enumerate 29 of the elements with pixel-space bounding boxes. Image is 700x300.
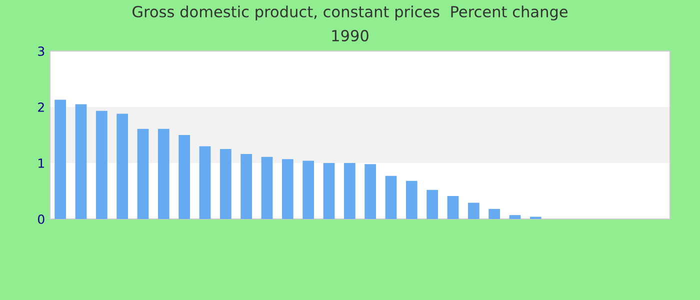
bar — [54, 100, 66, 219]
y-tick-label: 0 — [38, 214, 44, 224]
bar — [323, 163, 335, 219]
bar — [509, 215, 521, 219]
bar — [385, 176, 397, 219]
bar — [178, 135, 190, 219]
bar — [488, 208, 500, 219]
bar — [240, 154, 252, 219]
bar — [282, 159, 294, 219]
bar — [220, 149, 232, 219]
bar — [406, 180, 418, 219]
bar — [199, 146, 211, 219]
bar — [364, 164, 376, 219]
bar — [75, 104, 87, 219]
bar — [344, 163, 356, 219]
bar — [261, 156, 273, 219]
bar — [116, 114, 128, 219]
y-tick-label: 3 — [38, 46, 44, 56]
bar — [426, 190, 438, 219]
bar — [137, 128, 149, 219]
bar — [468, 202, 480, 219]
bar — [96, 110, 108, 219]
y-tick-label: 2 — [38, 102, 44, 112]
bar — [447, 196, 459, 219]
y-tick-label: 1 — [38, 158, 44, 168]
chart-subtitle: 1990 — [332, 30, 368, 42]
chart-title: Gross domestic product, constant prices Percent change — [132, 6, 568, 20]
bar — [158, 128, 170, 219]
bar — [302, 160, 314, 219]
